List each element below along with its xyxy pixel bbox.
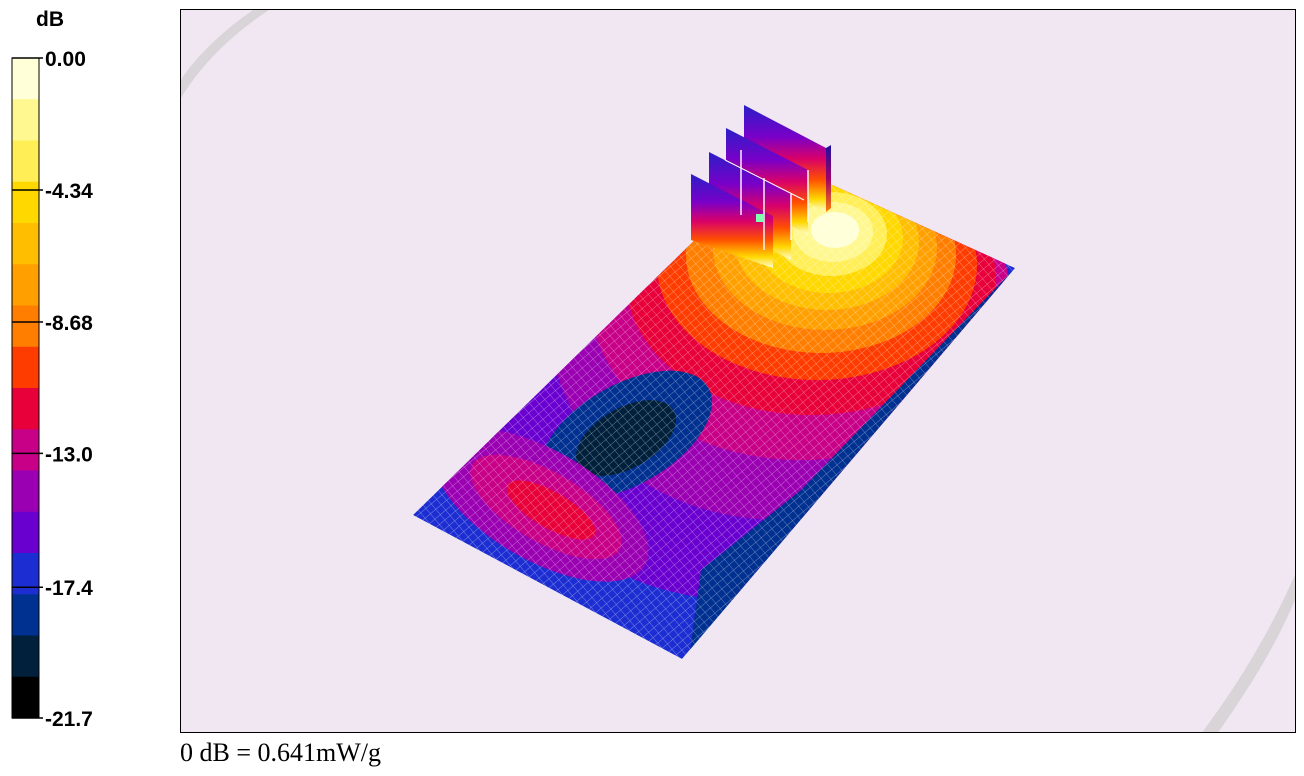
measurement-plane [413, 160, 1015, 659]
phantom-shell-bottom-right [1202, 574, 1295, 732]
colorbar-legend: dB 0.00 -4.34 -8.68 -13.0 -17.4 -21.7 [0, 0, 180, 740]
colorbar-steps [11, 57, 40, 719]
colorbar-step [12, 511, 39, 554]
colorbar-tick-label: -21.7 [45, 708, 93, 731]
colorbar-step [12, 181, 39, 224]
colorbar-step [12, 264, 39, 306]
colorbar-tick-label: 0.00 [45, 48, 86, 71]
colorbar-step [12, 470, 39, 513]
colorbar-step [12, 140, 39, 183]
colorbar-step [12, 676, 39, 719]
colorbar-step [12, 58, 39, 100]
sar-surface-plot [181, 10, 1295, 732]
colorbar-svg: dB 0.00 -4.34 -8.68 -13.0 -17.4 -21.7 [11, 8, 93, 731]
peak-marker [756, 214, 764, 222]
colorbar-step [12, 305, 39, 348]
phantom-shell-top-left [181, 10, 269, 98]
colorbar-tick-label: -13.0 [45, 443, 93, 466]
colorbar-tick-label: -4.34 [45, 180, 93, 203]
colorbar-step [12, 223, 39, 265]
colorbar-step [12, 429, 39, 471]
colorbar-ticks: 0.00 -4.34 -8.68 -13.0 -17.4 -21.7 [12, 48, 93, 731]
reference-caption: 0 dB = 0.641mW/g [180, 738, 381, 767]
colorbar-tick-label: -17.4 [45, 577, 93, 600]
colorbar-step [12, 388, 39, 430]
colorbar-unit-label: dB [36, 8, 64, 31]
colorbar-step [12, 553, 39, 595]
zoom-scan-cubes [691, 105, 831, 268]
colorbar-step [12, 635, 39, 678]
colorbar-step [12, 346, 39, 389]
colorbar-tick-label: -8.68 [45, 312, 93, 335]
colorbar-step [12, 99, 39, 141]
plot-area [180, 9, 1296, 733]
colorbar-step [12, 594, 39, 636]
